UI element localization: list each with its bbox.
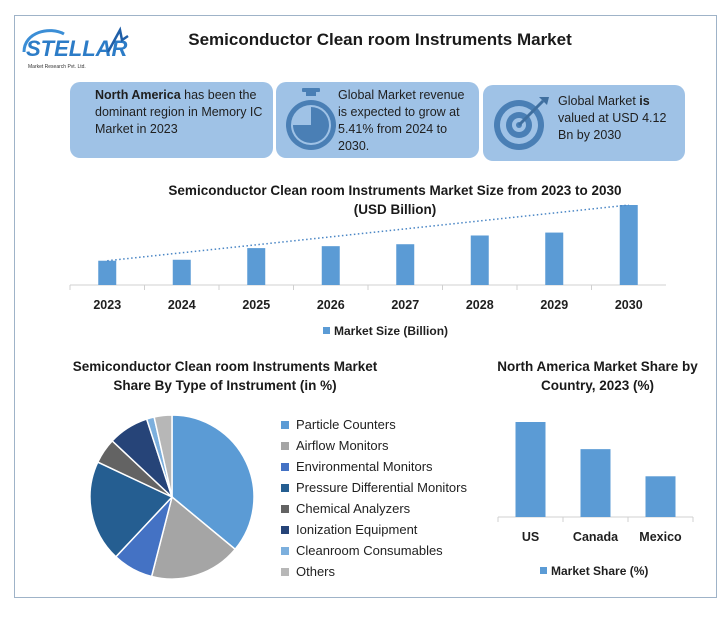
x-tick-label-2026: 2026	[317, 298, 345, 312]
pie-legend-label: Ionization Equipment	[296, 522, 418, 537]
pie-legend-item: Environmental Monitors	[281, 456, 467, 477]
bar-2028	[470, 235, 489, 285]
pie-legend-label: Others	[296, 564, 336, 579]
x-tick-label-2030: 2030	[615, 298, 643, 312]
x-tick-label-2023: 2023	[93, 298, 121, 312]
pie-legend-item: Pressure Differential Monitors	[281, 477, 467, 498]
logo-text: STELLAR	[26, 36, 128, 61]
pie-legend-label: Pressure Differential Monitors	[296, 480, 467, 495]
logo-subtext: Market Research Pvt. Ltd.	[28, 64, 86, 70]
card-1-text: North America has been the dominant regi…	[95, 87, 265, 138]
bar-2025	[247, 248, 266, 285]
info-card-growth: Global Market revenue is expected to gro…	[276, 82, 479, 158]
card-3-text: Global Market is valued at USD 4.12 Bn b…	[558, 93, 683, 144]
card-1-body: has been the dominant region in Memory I…	[95, 88, 263, 136]
x-tick-label-2024: 2024	[168, 298, 196, 312]
pie-legend-swatch	[281, 420, 289, 429]
target-icon	[494, 97, 549, 150]
bar-2024	[172, 259, 191, 285]
instrument-share-pie-chart	[89, 414, 255, 580]
legend-label: Market Share (%)	[551, 564, 648, 578]
legend-swatch	[540, 567, 547, 574]
bar-2030	[619, 205, 638, 285]
pie-legend-label: Cleanroom Consumables	[296, 543, 443, 558]
x-tick-label-2028: 2028	[466, 298, 494, 312]
pie-legend-item: Chemical Analyzers	[281, 498, 467, 519]
card-3-bold: is	[639, 94, 650, 108]
country-share-bar-chart: US Canada Mexico Market Share (%)	[497, 422, 694, 578]
legend-label: Market Size (Billion)	[334, 324, 448, 338]
bar-2027	[396, 244, 415, 285]
bar-2029	[545, 232, 564, 285]
pie-legend-label: Environmental Monitors	[296, 459, 433, 474]
legend-swatch	[323, 327, 330, 334]
info-card-valuation: Global Market is valued at USD 4.12 Bn b…	[483, 85, 685, 161]
x-tick-label-canada: Canada	[573, 530, 619, 544]
pie-legend-swatch	[281, 546, 289, 555]
pie-legend-swatch	[281, 525, 289, 534]
info-card-north-america: North America has been the dominant regi…	[70, 82, 273, 158]
trend-line	[107, 204, 629, 262]
pie-chart-title: Semiconductor Clean room Instruments Mar…	[72, 359, 378, 393]
bar-canada	[580, 449, 611, 517]
pie-legend-swatch	[281, 567, 289, 576]
pie-legend-item: Airflow Monitors	[281, 435, 467, 456]
x-tick-label-us: US	[522, 530, 539, 544]
pie-slice-particle-counters	[171, 414, 255, 551]
pie-legend-item: Particle Counters	[281, 414, 467, 435]
bar-2026	[321, 246, 340, 285]
pie-legend-item: Others	[281, 561, 467, 582]
pie-legend-swatch	[281, 462, 289, 471]
x-tick-label-2027: 2027	[391, 298, 419, 312]
market-size-chart-title: Semiconductor Clean room Instruments Mar…	[140, 181, 650, 219]
x-tick-label-2025: 2025	[242, 298, 270, 312]
pie-legend-swatch	[281, 504, 289, 513]
pie-slice-airflow-monitors	[150, 495, 237, 580]
x-tick-label-2029: 2029	[540, 298, 568, 312]
x-tick-label-mexico: Mexico	[639, 530, 682, 544]
card-2-text: Global Market revenue is expected to gro…	[338, 88, 465, 153]
bar-mexico	[645, 476, 676, 517]
infographic-frame	[14, 15, 717, 598]
market-size-title-line: Semiconductor Clean room Instruments Mar…	[168, 183, 622, 198]
bar-us	[515, 422, 546, 517]
pie-legend-label: Particle Counters	[296, 417, 396, 432]
stopwatch-icon	[286, 88, 336, 150]
card-3-body: valued at USD 4.12 Bn by 2030	[558, 111, 667, 142]
pie-legend-item: Ionization Equipment	[281, 519, 467, 540]
card-1-bold: North America	[95, 88, 181, 102]
pie-legend-label: Airflow Monitors	[296, 438, 389, 453]
pie-legend-item: Cleanroom Consumables	[281, 540, 467, 561]
market-size-bar-chart: 2023 2024 2025 2026 2027 2028 2029 2030 Market S…	[69, 204, 666, 338]
pie-legend-swatch	[281, 441, 289, 450]
page-title: Semiconductor Clean room Instruments Mar…	[188, 30, 572, 49]
market-size-subtitle: (USD Billion)	[353, 202, 437, 217]
stellar-logo: STELLAR Market Research Pvt. Ltd.	[22, 26, 129, 70]
bar-2023	[98, 260, 117, 285]
pie-legend-swatch	[281, 483, 289, 492]
pie-slice-others	[153, 414, 173, 498]
country-chart-title: North America Market Share by Country, 2…	[497, 359, 698, 393]
pie-legend: Particle Counters Airflow Monitors Environ…	[281, 414, 467, 582]
pie-slice-pressure-differential-monitors	[89, 461, 174, 558]
pie-legend-label: Chemical Analyzers	[296, 501, 411, 516]
card-3-pre: Global Market	[558, 94, 640, 108]
